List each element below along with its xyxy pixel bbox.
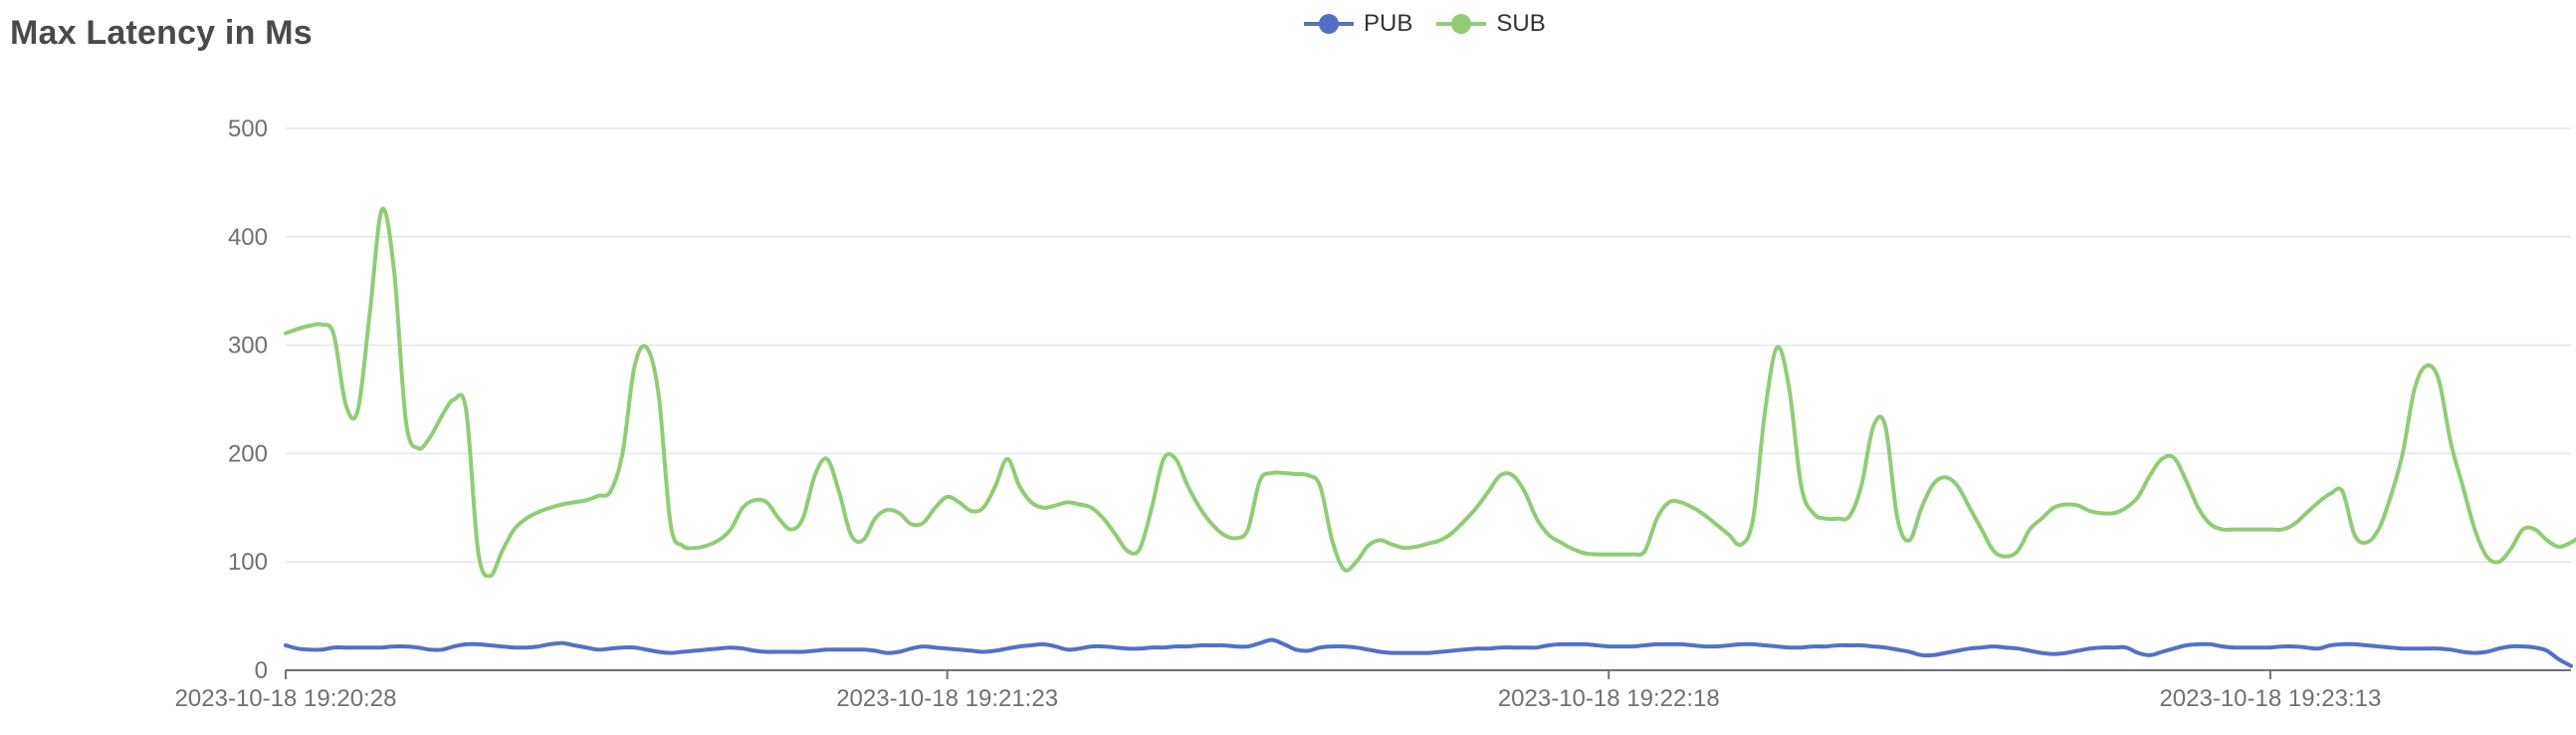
legend-item-sub[interactable]: SUB <box>1436 10 1546 38</box>
x-tick-label: 2023-10-18 19:23:13 <box>2159 685 2381 712</box>
y-tick-label: 0 <box>255 657 268 684</box>
y-tick-label: 500 <box>228 116 268 142</box>
axes: 0 100 200 300 400 500 2023-10-18 19:20:28 2023-… <box>175 116 2571 712</box>
legend-item-pub[interactable]: PUB <box>1304 10 1412 38</box>
x-tick-label: 2023-10-18 19:21:23 <box>836 685 1058 712</box>
y-tick-label: 400 <box>228 224 268 251</box>
series-line-sub[interactable] <box>284 206 2576 579</box>
legend-swatch-pub <box>1304 14 1354 34</box>
legend: PUB SUB <box>1304 10 1546 38</box>
series-line-pub[interactable] <box>284 637 2573 668</box>
legend-swatch-sub <box>1436 14 1487 34</box>
legend-label-pub: PUB <box>1364 10 1413 37</box>
x-tick-label: 2023-10-18 19:20:28 <box>175 685 397 712</box>
chart-title: Max Latency in Ms <box>10 14 313 52</box>
series-lines <box>284 206 2576 668</box>
x-tick-label: 2023-10-18 19:22:18 <box>1498 685 1720 712</box>
y-tick-label: 300 <box>228 333 268 360</box>
y-tick-label: 200 <box>228 440 268 467</box>
legend-label-sub: SUB <box>1496 10 1546 37</box>
grid-lines <box>286 127 2571 563</box>
y-tick-label: 100 <box>228 549 268 576</box>
